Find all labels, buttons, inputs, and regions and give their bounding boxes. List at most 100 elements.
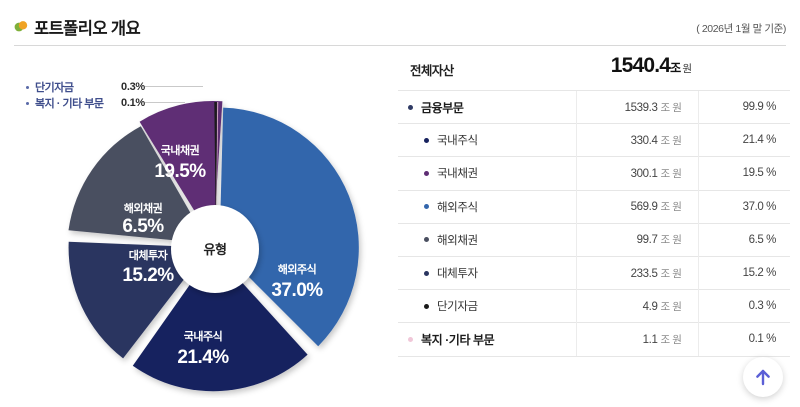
- row-bullet-icon: [424, 204, 429, 210]
- cell-name: 해외주식: [398, 189, 576, 224]
- row-amount: 1539.3: [624, 101, 658, 114]
- table-row[interactable]: 대체투자 233.5 조 원 15.2 %: [398, 255, 790, 290]
- slice-short-term-fund[interactable]: [214, 101, 217, 243]
- donut-hub: [171, 205, 259, 293]
- row-amount-unit: 조 원: [660, 333, 682, 346]
- total-asset-unit: 조: [670, 61, 681, 75]
- cell-amount: 1539.3 조 원: [575, 89, 698, 124]
- asset-breakdown-table: 금융부문 1539.3 조 원 99.9 % 국내주식 330.4 조 원 21.4 % 국내채…: [398, 89, 790, 357]
- slice-overseas-bond[interactable]: [68, 126, 209, 244]
- legend-item: 복지 · 기타 부문 0.1%: [26, 95, 145, 111]
- chart-legend: 단기자금 0.3% 복지 · 기타 부문 0.1%: [26, 79, 145, 111]
- row-amount-unit: 조 원: [660, 167, 682, 180]
- row-amount-unit: 조 원: [660, 201, 682, 214]
- row-percent: 6.5 %: [748, 233, 777, 246]
- row-amount-unit: 조 원: [660, 101, 682, 114]
- scroll-to-top-button[interactable]: [743, 357, 783, 397]
- slice-domestic-equity[interactable]: [132, 251, 308, 392]
- row-percent: 37.0 %: [742, 200, 777, 213]
- row-percent: 19.5 %: [742, 167, 777, 180]
- cell-amount: 4.9 조 원: [575, 289, 698, 323]
- row-label: 금융부문: [421, 100, 464, 115]
- table-row[interactable]: 해외채권 99.7 조 원 6.5 %: [398, 222, 790, 257]
- row-label: 해외채권: [437, 234, 478, 247]
- total-asset-number: 1540.4: [610, 54, 671, 77]
- cell-name: 국내채권: [398, 156, 576, 191]
- slice-alternative-investment[interactable]: [68, 241, 209, 359]
- cell-percent: 15.2 %: [697, 255, 790, 290]
- row-amount-unit: 조 원: [660, 300, 682, 313]
- row-amount: 330.4: [630, 134, 658, 147]
- table-body: 금융부문 1539.3 조 원 99.9 % 국내주식 330.4 조 원 21.4 % 국내채…: [398, 89, 790, 357]
- row-amount: 99.7: [636, 234, 658, 247]
- legend-label: 단기자금: [35, 82, 74, 94]
- cell-amount: 300.1 조 원: [575, 156, 698, 191]
- cell-percent: 37.0 %: [697, 189, 790, 224]
- total-asset-label: 전체자산: [410, 64, 454, 78]
- cell-percent: 99.9 %: [697, 89, 790, 124]
- slice-domestic-bond[interactable]: [139, 100, 223, 241]
- donut-chart: 유형 해외주식 37.0% 국내주식 21.4% 대체투자 15.2% 해외채권…: [55, 86, 375, 398]
- legend-leader-line: [145, 102, 185, 103]
- row-label: 대체투자: [437, 268, 478, 281]
- row-amount: 233.5: [630, 267, 658, 280]
- cell-amount: 569.9 조 원: [575, 189, 698, 224]
- row-label: 해외주식: [437, 201, 478, 214]
- legend-dot-icon: [26, 85, 29, 89]
- row-label: 국내채권: [437, 168, 478, 181]
- row-label: 복지 ·기타 부문: [421, 332, 495, 347]
- row-bullet-icon: [424, 170, 429, 176]
- table-row[interactable]: 국내주식 330.4 조 원 21.4 %: [398, 123, 790, 157]
- cell-name: 국내주식: [398, 123, 576, 157]
- leaf-icon: [14, 21, 28, 32]
- row-label: 국내주식: [437, 135, 478, 148]
- row-amount: 1.1: [642, 333, 658, 346]
- row-bullet-icon: [408, 336, 413, 342]
- row-amount: 300.1: [630, 167, 658, 180]
- total-asset-value: 1540.4조 원: [576, 54, 726, 78]
- row-percent: 21.4 %: [742, 134, 777, 147]
- cell-name: 금융부문: [398, 89, 576, 124]
- row-percent: 0.1 %: [748, 333, 777, 346]
- legend-item: 단기자금 0.3%: [26, 79, 145, 95]
- cell-percent: 21.4 %: [697, 123, 790, 157]
- slice-overseas-equity[interactable]: [219, 107, 359, 347]
- cell-amount: 1.1 조 원: [575, 322, 698, 357]
- page-title: 포트폴리오 개요: [34, 20, 141, 38]
- cell-name: 복지 ·기타 부문: [398, 322, 576, 357]
- legend-dot-icon: [26, 101, 29, 105]
- row-percent: 15.2 %: [742, 267, 777, 280]
- table-row[interactable]: 복지 ·기타 부문 1.1 조 원 0.1 %: [398, 322, 790, 357]
- row-bullet-icon: [424, 270, 429, 276]
- arrow-up-icon: [756, 369, 770, 385]
- row-percent: 0.3 %: [748, 300, 777, 313]
- cell-percent: 0.1 %: [697, 322, 790, 357]
- row-label: 단기자금: [437, 301, 478, 314]
- table-row[interactable]: 단기자금 4.9 조 원 0.3 %: [398, 289, 790, 323]
- header-divider: [14, 45, 786, 46]
- row-amount-unit: 조 원: [660, 134, 682, 147]
- cell-name: 대체투자: [398, 255, 576, 290]
- chart-panel: 단기자금 0.3% 복지 · 기타 부문 0.1%: [0, 48, 390, 403]
- as-of-date: ( 2026년 1월 말 기준): [696, 23, 786, 35]
- cell-percent: 6.5 %: [697, 222, 790, 257]
- cell-amount: 233.5 조 원: [575, 255, 698, 290]
- total-asset-row: 전체자산 1540.4조 원: [398, 52, 790, 90]
- cell-percent: 19.5 %: [697, 156, 790, 191]
- row-bullet-icon: [424, 137, 429, 143]
- table-row[interactable]: 금융부문 1539.3 조 원 99.9 %: [398, 89, 790, 124]
- donut-hub-label: 유형: [204, 242, 227, 257]
- row-bullet-icon: [424, 237, 429, 243]
- row-amount-unit: 조 원: [660, 267, 682, 280]
- cell-name: 해외채권: [398, 222, 576, 257]
- table-row[interactable]: 국내채권 300.1 조 원 19.5 %: [398, 156, 790, 191]
- row-amount: 569.9: [630, 201, 658, 214]
- legend-leader-line: [145, 86, 203, 87]
- legend-label: 복지 · 기타 부문: [35, 98, 104, 110]
- table-row[interactable]: 해외주식 569.9 조 원 37.0 %: [398, 189, 790, 224]
- legend-value: 0.3%: [121, 81, 145, 93]
- row-bullet-icon: [424, 303, 429, 309]
- row-amount: 4.9: [642, 300, 658, 313]
- cell-amount: 330.4 조 원: [575, 123, 698, 157]
